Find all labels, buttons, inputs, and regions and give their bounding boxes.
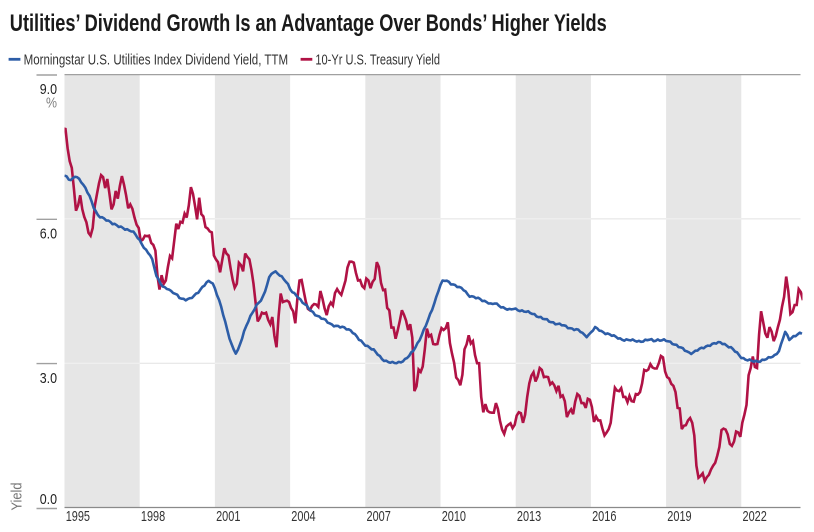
svg-text:10-Yr U.S. Treasury Yield: 10-Yr U.S. Treasury Yield (315, 53, 440, 69)
svg-text:Utilities’ Dividend Growth Is: Utilities’ Dividend Growth Is an Advanta… (10, 10, 607, 37)
svg-text:6.0: 6.0 (40, 226, 57, 243)
svg-text:2001: 2001 (216, 508, 240, 525)
svg-text:9.0: 9.0 (40, 81, 57, 98)
svg-text:2019: 2019 (667, 508, 691, 525)
svg-text:Morningstar U.S. Utilities Ind: Morningstar U.S. Utilities Index Dividen… (24, 53, 289, 69)
svg-text:3.0: 3.0 (40, 370, 57, 387)
svg-text:Yield: Yield (9, 483, 26, 511)
svg-text:0.0: 0.0 (40, 491, 57, 508)
svg-text:2013: 2013 (517, 508, 541, 525)
svg-text:2007: 2007 (367, 508, 391, 525)
svg-text:%: % (46, 95, 57, 112)
svg-text:1995: 1995 (66, 508, 90, 525)
svg-text:2016: 2016 (592, 508, 616, 525)
svg-text:2004: 2004 (291, 508, 315, 525)
svg-text:1998: 1998 (141, 508, 165, 525)
svg-text:2022: 2022 (743, 508, 767, 525)
svg-text:2010: 2010 (442, 508, 466, 525)
